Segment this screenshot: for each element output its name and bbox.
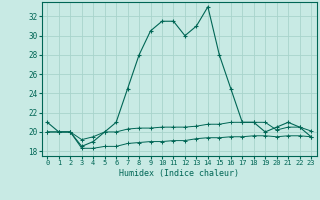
X-axis label: Humidex (Indice chaleur): Humidex (Indice chaleur) <box>119 169 239 178</box>
